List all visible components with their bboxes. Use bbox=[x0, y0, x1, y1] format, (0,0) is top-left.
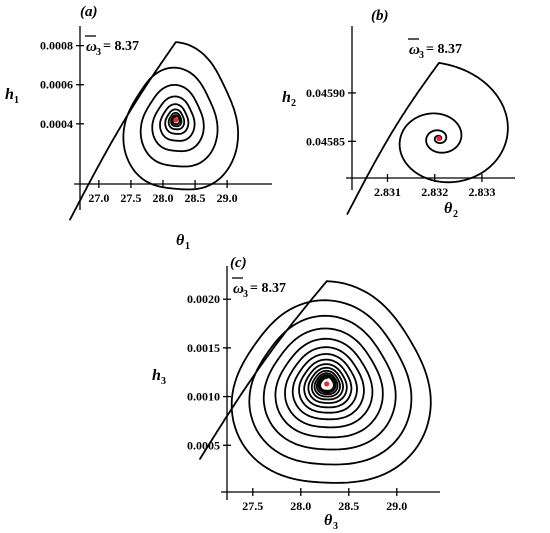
panel-c-x-tick-label: 28.0 bbox=[290, 499, 311, 513]
panel-c-y-tick-label: 0.0010 bbox=[187, 390, 220, 404]
panel-a-omega-annotation: ω 3 = 8.37 bbox=[85, 35, 139, 58]
panel-b-x-tick-label: 2.832 bbox=[421, 185, 448, 199]
panel-c-y-label-symbol: h bbox=[152, 367, 161, 384]
panel-c-omega-symbol: ω bbox=[233, 281, 244, 297]
panel-c-label: (c) bbox=[230, 255, 247, 271]
panel-a-y-label: h 1 bbox=[5, 86, 19, 106]
panel-a-x-label: θ 1 bbox=[176, 232, 190, 252]
panel-b-equilibrium-point bbox=[436, 135, 442, 142]
panel-c-plot-area: 27.5 28.0 28.5 29.0 0.0005 0.0010 0.0015 0.0020 bbox=[187, 266, 440, 513]
panel-b-omega-value: = 8.37 bbox=[426, 42, 462, 57]
panel-b-omega-symbol: ω bbox=[409, 42, 420, 58]
panel-a-omega-symbol: ω bbox=[86, 39, 97, 55]
panel-a-omega-value: = 8.37 bbox=[103, 39, 139, 54]
panel-a-y-label-subscript: 1 bbox=[14, 95, 19, 106]
panel-c-x-label-subscript: 3 bbox=[333, 521, 338, 532]
panel-c-y-tick-label: 0.0005 bbox=[187, 438, 220, 452]
panel-a-equilibrium-point bbox=[173, 117, 179, 123]
panel-b-label: (b) bbox=[371, 8, 389, 24]
panel-a-trajectory bbox=[69, 41, 239, 221]
panel-b-x-label-subscript: 2 bbox=[453, 209, 458, 220]
panel-c-x-tick-label: 27.5 bbox=[242, 499, 263, 513]
panel-c-equilibrium-point bbox=[324, 381, 330, 387]
panel-a-x-tick-label: 28.5 bbox=[185, 191, 206, 205]
panel-c-x-tick-label: 28.5 bbox=[338, 499, 359, 513]
panel-c-trajectory bbox=[199, 280, 432, 484]
panel-b-x-label-symbol: θ bbox=[444, 200, 453, 217]
panel-b-y-label-symbol: h bbox=[282, 89, 291, 106]
panel-a-y-label-symbol: h bbox=[5, 86, 14, 103]
panel-b-plot-area: 2.831 2.832 2.833 0.04585 0.04590 bbox=[306, 26, 515, 215]
panel-c-omega-annotation: ω 3 = 8.37 bbox=[232, 277, 286, 300]
panel-c-x-tick-label: 29.0 bbox=[386, 499, 407, 513]
panel-b: (b) ω 3 = 8.37 h 2 θ 2 2.831 2.832 2.833 0.… bbox=[282, 8, 515, 220]
panel-a-x-tick-label: 27.0 bbox=[88, 191, 109, 205]
panel-b-x-tick-label: 2.833 bbox=[468, 185, 495, 199]
panel-b-y-tick-label: 0.04590 bbox=[306, 86, 345, 100]
panel-a-x-label-symbol: θ bbox=[176, 232, 185, 249]
panel-a-x-label-subscript: 1 bbox=[185, 241, 190, 252]
panel-a-y-tick-label: 0.0006 bbox=[40, 78, 73, 92]
panel-c-omega-value: = 8.37 bbox=[250, 281, 286, 296]
panel-c-y-tick-label: 0.0020 bbox=[187, 292, 220, 306]
panel-c-x-label-symbol: θ bbox=[324, 512, 333, 529]
panel-a-x-tick-label: 29.0 bbox=[217, 191, 238, 205]
panel-b-trajectory bbox=[346, 62, 509, 215]
panel-c: (c) ω 3 = 8.37 h 3 θ 3 27.5 28.0 28.5 29.0 0… bbox=[152, 255, 440, 532]
panel-c-y-tick-label: 0.0015 bbox=[187, 341, 220, 355]
panel-a-plot-area: 27.0 27.5 28.0 28.5 29.0 0.0004 0.0006 0.0008 bbox=[40, 26, 272, 221]
panel-b-x-label: θ 2 bbox=[444, 200, 458, 220]
panel-c-y-label-subscript: 3 bbox=[161, 376, 166, 387]
panel-a-y-tick-label: 0.0008 bbox=[40, 39, 73, 53]
panel-a-y-tick-label: 0.0004 bbox=[40, 117, 73, 131]
panel-b-y-tick-label: 0.04585 bbox=[306, 134, 345, 148]
panel-a-x-tick-label: 28.0 bbox=[152, 191, 173, 205]
panel-a-x-tick-label: 27.5 bbox=[120, 191, 141, 205]
panel-b-omega-subscript: 3 bbox=[419, 50, 424, 61]
panel-b-x-tick-label: 2.831 bbox=[374, 185, 401, 199]
panel-b-y-label: h 2 bbox=[282, 89, 296, 109]
panel-c-y-label: h 3 bbox=[152, 367, 166, 387]
panel-a-label: (a) bbox=[80, 4, 98, 20]
panel-a-omega-subscript: 3 bbox=[96, 47, 101, 58]
panel-c-omega-subscript: 3 bbox=[243, 289, 248, 300]
panel-b-omega-annotation: ω 3 = 8.37 bbox=[408, 38, 462, 61]
panel-b-y-label-subscript: 2 bbox=[291, 98, 296, 109]
panel-c-x-label: θ 3 bbox=[324, 512, 338, 532]
panel-a: (a) ω 3 = 8.37 h 1 θ 1 27.0 27.5 28.0 28.5 2… bbox=[5, 4, 272, 252]
